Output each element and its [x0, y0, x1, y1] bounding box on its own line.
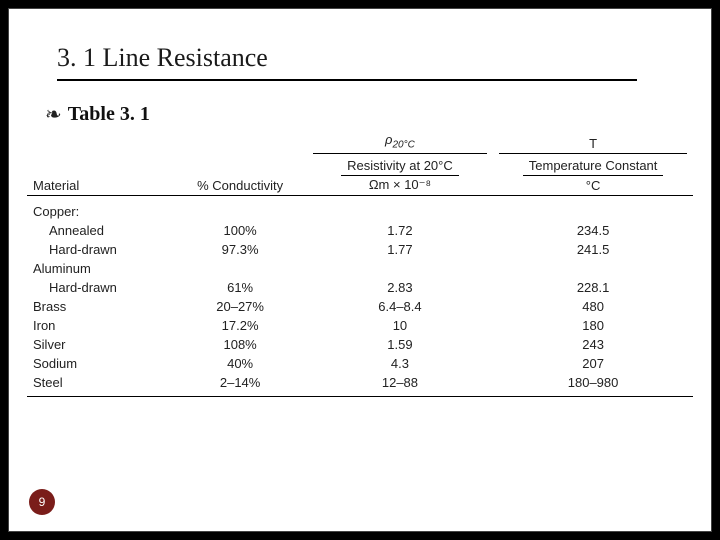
cell-temp: 180–980	[493, 373, 693, 397]
cell-temp: 207	[493, 354, 693, 373]
cell-temp: 234.5	[493, 221, 693, 240]
cell-material: Aluminum	[27, 259, 174, 278]
table-row: Brass20–27%6.4–8.4480	[27, 297, 693, 316]
cell-resistivity: 10	[307, 316, 493, 335]
cell-conductivity: 40%	[174, 354, 307, 373]
cell-material: Hard-drawn	[27, 240, 174, 259]
temp-constant-label: Temperature Constant	[523, 158, 664, 176]
slide-title: 3. 1 Line Resistance	[57, 43, 711, 77]
cell-resistivity	[307, 259, 493, 278]
page-number-badge: 9	[29, 489, 55, 515]
cell-resistivity: 12–88	[307, 373, 493, 397]
cell-temp: 180	[493, 316, 693, 335]
table-row: Annealed100%1.72234.5	[27, 221, 693, 240]
cell-conductivity: 2–14%	[174, 373, 307, 397]
col-res-unit: Ωm × 10⁻⁸	[307, 175, 493, 196]
title-area: 3. 1 Line Resistance	[9, 9, 711, 81]
col-conductivity: % Conductivity	[174, 175, 307, 196]
cell-conductivity: 20–27%	[174, 297, 307, 316]
cell-material: Copper:	[27, 195, 174, 221]
cell-temp: 241.5	[493, 240, 693, 259]
col-material: Material	[27, 175, 174, 196]
cell-material: Hard-drawn	[27, 278, 174, 297]
col-temp-unit: °C	[493, 175, 693, 196]
cell-resistivity	[307, 195, 493, 221]
cell-resistivity: 6.4–8.4	[307, 297, 493, 316]
cell-temp: 243	[493, 335, 693, 354]
cell-temp: 228.1	[493, 278, 693, 297]
cell-material: Silver	[27, 335, 174, 354]
cell-conductivity: 97.3%	[174, 240, 307, 259]
title-underline	[57, 79, 637, 81]
cell-conductivity: 108%	[174, 335, 307, 354]
cell-resistivity: 1.77	[307, 240, 493, 259]
cell-material: Brass	[27, 297, 174, 316]
materials-table: ρ20°C T Resistivity at 20°C Temperature …	[27, 132, 693, 397]
table-row: Sodium40%4.3207	[27, 354, 693, 373]
cell-temp	[493, 259, 693, 278]
table-row: Copper:	[27, 195, 693, 221]
table-row: Iron17.2%10180	[27, 316, 693, 335]
cell-conductivity: 100%	[174, 221, 307, 240]
bullet-icon: ❧	[45, 105, 62, 125]
header-row: Material % Conductivity Ωm × 10⁻⁸ °C	[27, 175, 693, 196]
table-row: Silver108%1.59243	[27, 335, 693, 354]
subtitle: Table 3. 1	[68, 103, 150, 126]
slide: 3. 1 Line Resistance ❧ Table 3. 1 ρ20°C …	[8, 8, 712, 532]
cell-temp	[493, 195, 693, 221]
cell-conductivity: 61%	[174, 278, 307, 297]
cell-resistivity: 2.83	[307, 278, 493, 297]
description-row: Resistivity at 20°C Temperature Constant	[27, 154, 693, 175]
cell-temp: 480	[493, 297, 693, 316]
cell-material: Steel	[27, 373, 174, 397]
cell-material: Annealed	[27, 221, 174, 240]
cell-material: Sodium	[27, 354, 174, 373]
cell-conductivity	[174, 195, 307, 221]
symbol-row: ρ20°C T	[27, 132, 693, 154]
cell-conductivity	[174, 259, 307, 278]
resistivity-label: Resistivity at 20°C	[341, 158, 459, 176]
table-body: Copper:Annealed100%1.72234.5Hard-drawn97…	[27, 195, 693, 396]
cell-resistivity: 1.72	[307, 221, 493, 240]
subtitle-row: ❧ Table 3. 1	[45, 103, 711, 126]
rho-symbol: ρ20°C	[313, 132, 487, 154]
table-row: Hard-drawn61%2.83228.1	[27, 278, 693, 297]
t-symbol: T	[499, 136, 687, 154]
table-row: Hard-drawn97.3%1.77241.5	[27, 240, 693, 259]
table-row: Steel2–14%12–88180–980	[27, 373, 693, 397]
cell-conductivity: 17.2%	[174, 316, 307, 335]
cell-material: Iron	[27, 316, 174, 335]
table: ρ20°C T Resistivity at 20°C Temperature …	[27, 132, 693, 397]
cell-resistivity: 4.3	[307, 354, 493, 373]
cell-resistivity: 1.59	[307, 335, 493, 354]
table-row: Aluminum	[27, 259, 693, 278]
